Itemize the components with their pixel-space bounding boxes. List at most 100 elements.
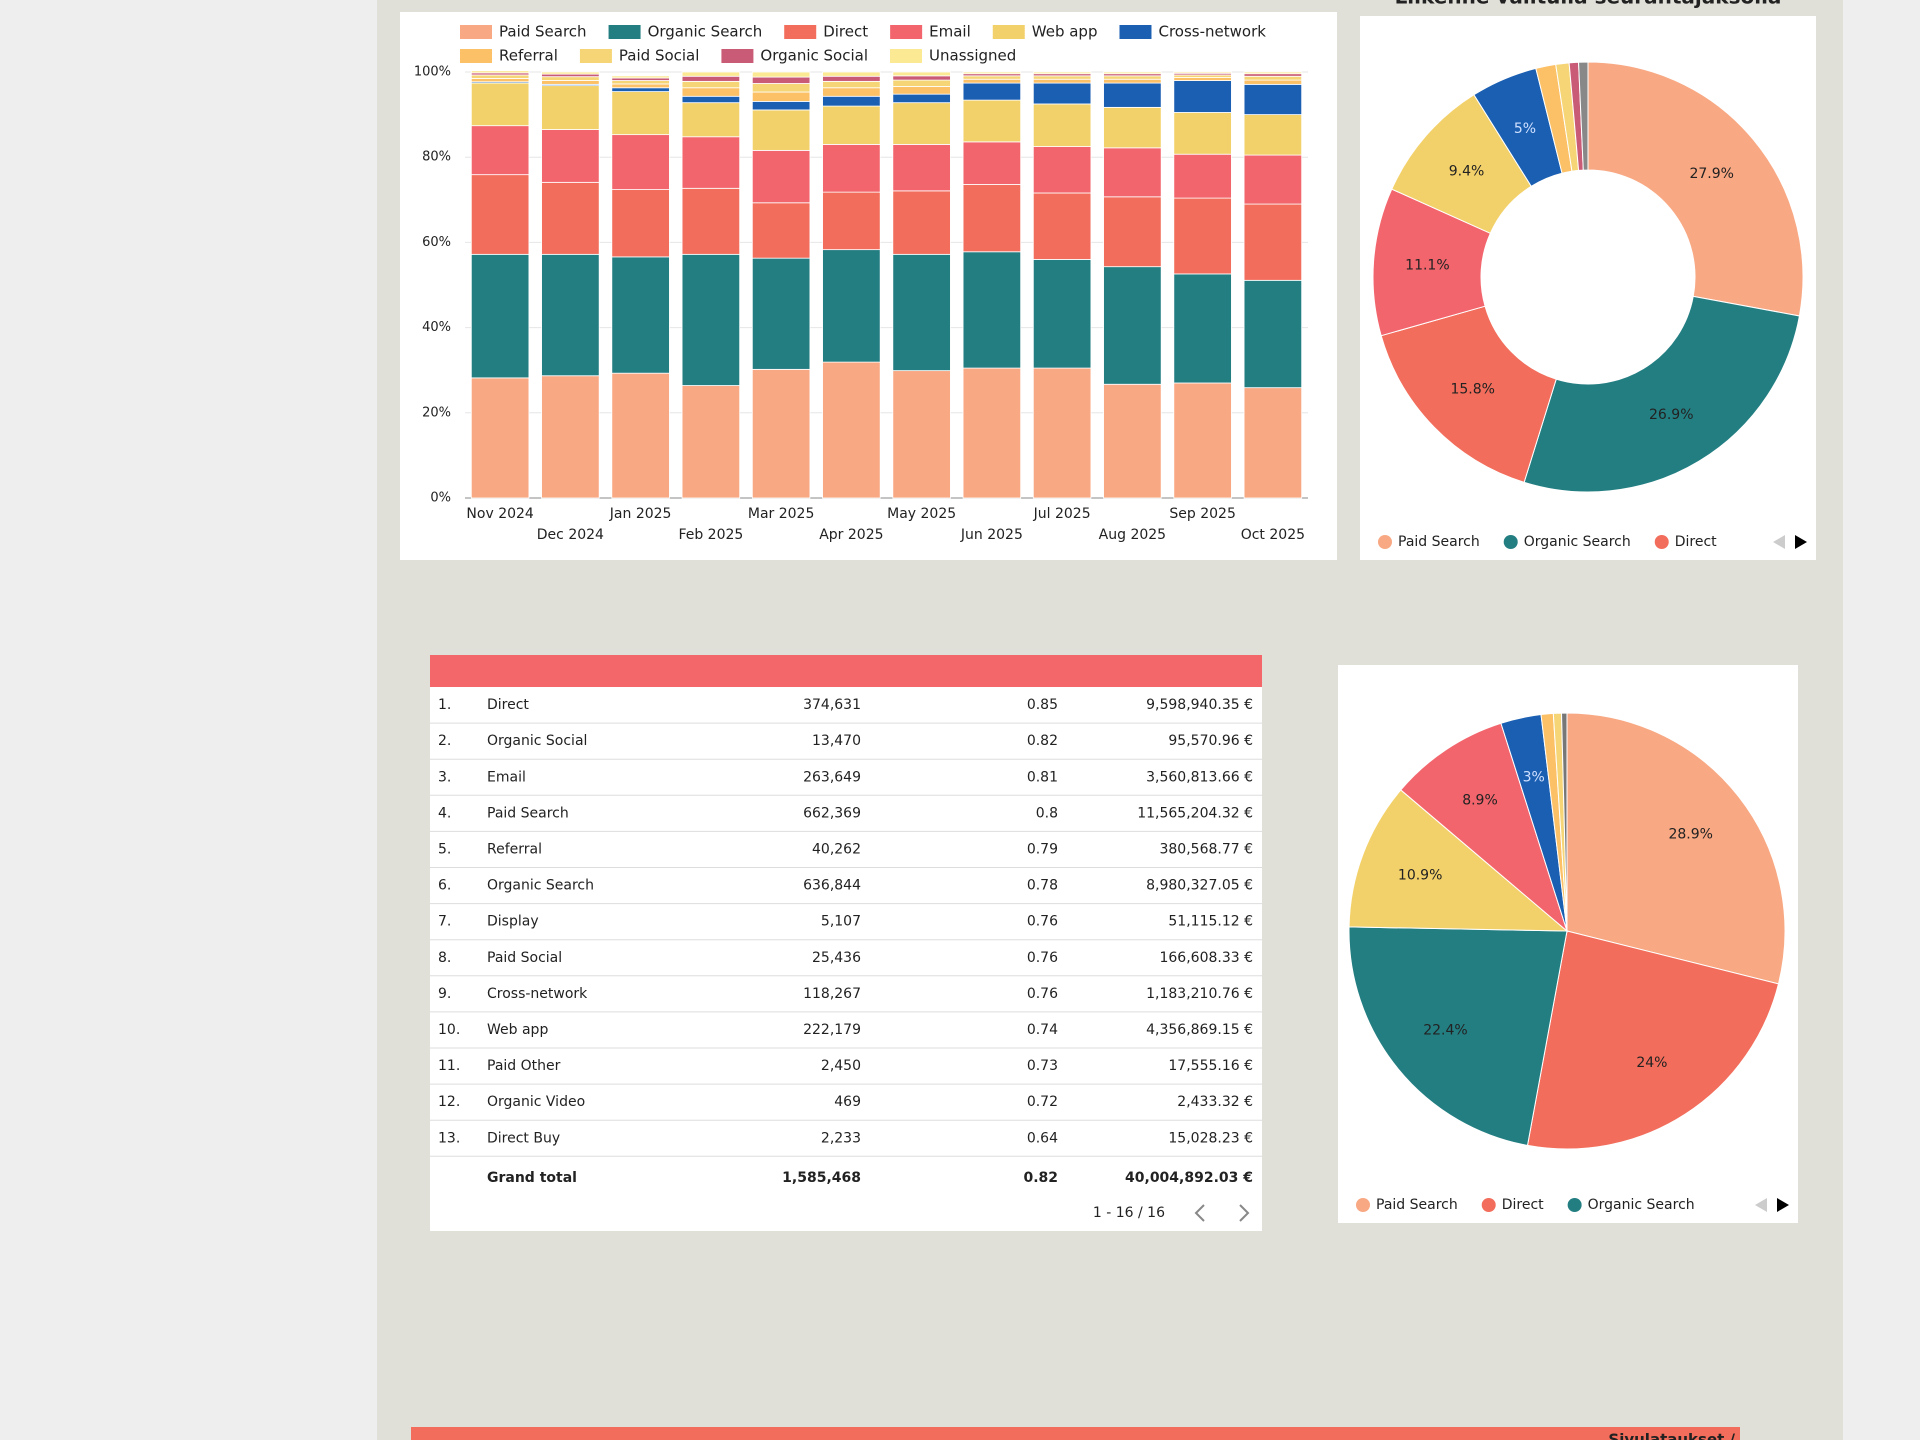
slice	[1587, 61, 1804, 317]
legend-swatch	[890, 49, 923, 63]
bar-segment	[681, 80, 741, 89]
x-tick-label: Mar 2025	[748, 506, 815, 522]
table-cell: 0.74	[1027, 1022, 1058, 1038]
bar-segment	[751, 100, 811, 111]
page-prev[interactable]	[1194, 1204, 1205, 1222]
table-cell: 662,369	[803, 805, 861, 821]
bar-segment	[1173, 77, 1232, 81]
bar-segment	[541, 181, 600, 255]
slice-label: 3%	[1523, 770, 1545, 786]
total-cell: 0.82	[1023, 1170, 1058, 1186]
bar-segment	[681, 102, 741, 138]
legend-swatch	[890, 25, 923, 39]
bar-segment	[541, 129, 600, 183]
table-cell: 118,267	[803, 986, 861, 1002]
slice-label: 26.9%	[1649, 407, 1693, 423]
bar-segment	[822, 71, 881, 77]
footer-title: Sivulataukset /	[1608, 1431, 1735, 1440]
bar-segment	[681, 95, 741, 104]
y-tick-label: 20%	[422, 405, 451, 420]
table-cell: Display	[487, 914, 539, 930]
legend-swatch	[992, 25, 1025, 39]
bar-segment	[962, 99, 1022, 143]
table-cell: 11.	[438, 1058, 460, 1074]
table-cell: 4.	[438, 805, 451, 821]
bar-segment	[962, 251, 1022, 369]
legend-swatch	[721, 49, 754, 63]
bar-segment	[541, 76, 600, 81]
bar-segment	[541, 85, 600, 130]
x-tick-label: Aug 2025	[1099, 527, 1166, 543]
table-cell: 222,179	[803, 1022, 861, 1038]
bar-segment	[751, 257, 811, 370]
x-tick-label: Apr 2025	[819, 527, 883, 543]
bar-segment	[611, 83, 670, 89]
bar-segment	[1243, 75, 1303, 81]
pagination: 1 - 16 / 16	[1093, 1205, 1165, 1221]
table-cell: Organic Social	[487, 733, 587, 749]
legend-swatch	[460, 49, 492, 63]
legend-next[interactable]	[1795, 535, 1807, 549]
table-cell: 374,631	[803, 697, 861, 713]
table-cell: Direct Buy	[487, 1130, 560, 1146]
table-card	[430, 655, 1262, 1231]
x-tick-label: Dec 2024	[537, 527, 604, 543]
x-tick-label: Oct 2025	[1241, 527, 1305, 543]
page-next[interactable]	[1239, 1204, 1250, 1222]
bar-segment	[962, 141, 1022, 185]
bar-segment	[1032, 71, 1092, 75]
bar-segment	[822, 87, 881, 97]
legend-next[interactable]	[1777, 1198, 1789, 1212]
bar-segment	[681, 87, 741, 97]
table-cell: 2,233	[821, 1130, 861, 1146]
legend-label: Web app	[1032, 23, 1098, 41]
table-cell: 0.78	[1027, 878, 1058, 894]
left-panel	[0, 0, 377, 1440]
table-cell: 25,436	[812, 950, 861, 966]
bar-segment	[892, 93, 951, 104]
bar-segment	[681, 75, 741, 82]
x-tick-label: Jul 2025	[1033, 506, 1091, 522]
table-cell: 0.64	[1027, 1130, 1058, 1146]
table-cell: 263,649	[803, 769, 861, 785]
legend-label: Cross-network	[1158, 23, 1266, 41]
table-cell: 8.	[438, 950, 451, 966]
donut-title: Liikenne valitulla seurantajaksolla	[1395, 0, 1782, 9]
bar-segment	[470, 377, 530, 499]
table-cell: 13.	[438, 1130, 460, 1146]
legend-swatch	[460, 25, 492, 39]
x-tick-label: Feb 2025	[678, 527, 743, 543]
table-cell: Paid Search	[487, 805, 569, 821]
y-tick-label: 0%	[430, 491, 451, 506]
table-cell: 0.81	[1027, 769, 1058, 785]
bar-segment	[892, 253, 951, 372]
table-cell: 40,262	[812, 841, 861, 857]
legend-label: Organic Search	[1588, 1197, 1695, 1213]
bar-segment	[1032, 192, 1092, 260]
bar-segment	[1103, 71, 1162, 75]
table-cell: 0.79	[1027, 841, 1058, 857]
slice-label: 15.8%	[1450, 381, 1494, 397]
bar-segment	[611, 91, 670, 136]
legend-prev[interactable]	[1773, 535, 1785, 549]
bar-segment	[892, 144, 951, 192]
table-cell: 1.	[438, 697, 451, 713]
bar-segment	[822, 105, 881, 145]
bar-segment	[1243, 83, 1303, 115]
bar-segment	[962, 367, 1022, 499]
bar-segment	[541, 253, 600, 377]
slice-label: 8.9%	[1462, 792, 1498, 808]
table-cell: Organic Video	[487, 1094, 585, 1110]
total-cell: 1,585,468	[782, 1170, 861, 1186]
bar-segment	[822, 361, 881, 499]
bar-segment	[541, 80, 600, 85]
table-cell: 4,356,869.15 €	[1146, 1022, 1253, 1038]
legend-swatch	[608, 25, 641, 39]
table-cell: 0.76	[1027, 986, 1058, 1002]
bar-segment	[962, 71, 1022, 75]
legend-prev[interactable]	[1755, 1198, 1767, 1212]
bar-segment	[611, 256, 670, 374]
bar-segment	[751, 71, 811, 78]
x-tick-label: Jan 2025	[609, 506, 672, 522]
